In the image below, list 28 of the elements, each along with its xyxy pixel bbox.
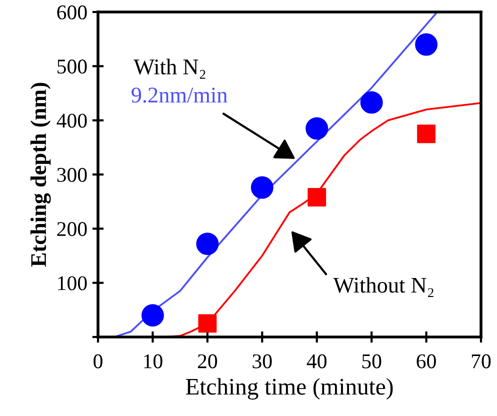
annotation: Without N₂: [333, 277, 434, 298]
annotation: 9.2nm/min: [132, 88, 228, 103]
x-axis-title: Etching time (minute): [186, 378, 393, 400]
y-tick-label: 100: [58, 276, 87, 290]
x-tick-label: 50: [362, 354, 382, 368]
y-tick-label: 200: [57, 222, 87, 236]
point: [250, 176, 274, 199]
x-tick-label: 40: [306, 354, 326, 368]
x-tick-label: 20: [198, 354, 218, 368]
point: [360, 91, 383, 114]
point: [141, 304, 164, 327]
x-tick-label: 60: [416, 354, 436, 368]
point: [415, 33, 438, 56]
y-tick-label: 400: [56, 114, 87, 128]
point: [417, 124, 436, 144]
point: [196, 232, 219, 256]
annotation: With N₂: [134, 58, 206, 79]
point: [308, 188, 326, 206]
x-tick-label: 0: [94, 354, 102, 368]
x-tick-label: 70: [472, 354, 491, 368]
y-tick-label: 600: [57, 5, 87, 20]
y-tick-label: 300: [57, 168, 87, 182]
point: [198, 314, 217, 333]
point: [306, 117, 328, 140]
x-tick-label: 30: [252, 354, 272, 368]
x-tick-label: 10: [144, 354, 162, 368]
y-tick-label: 500: [58, 60, 87, 74]
y-axis-title: Etching depth (nm): [30, 82, 51, 267]
